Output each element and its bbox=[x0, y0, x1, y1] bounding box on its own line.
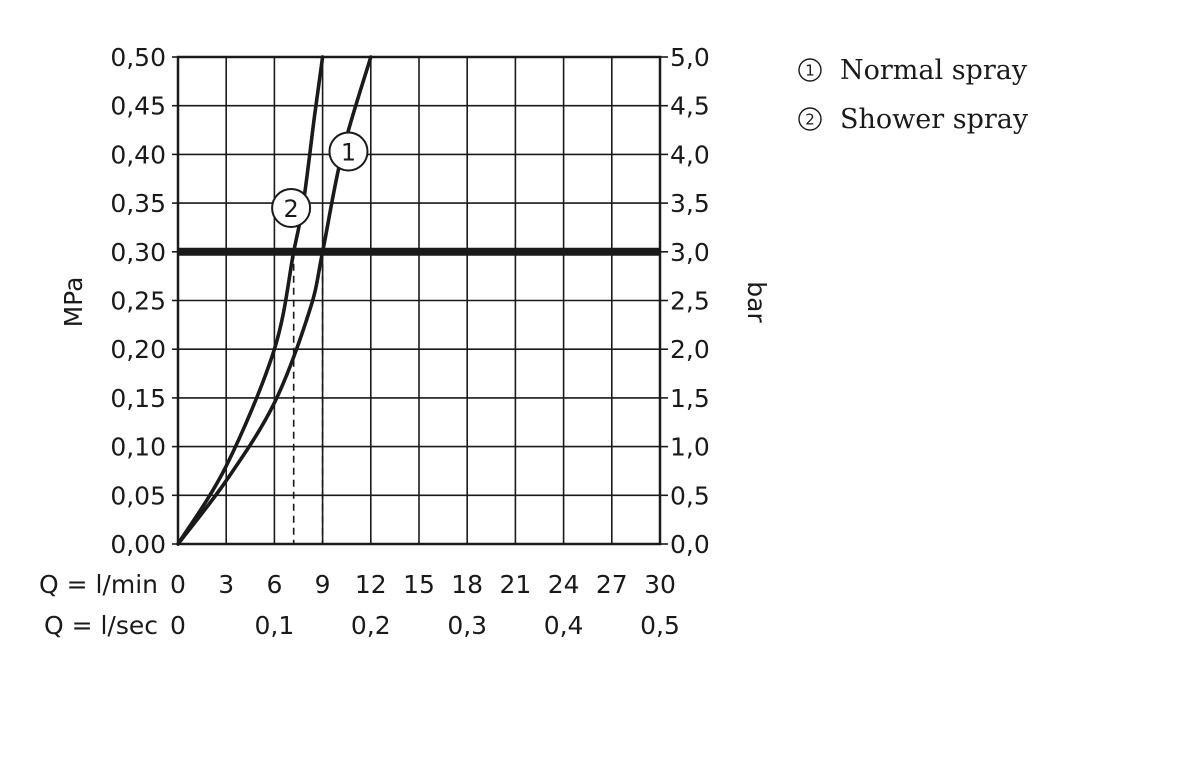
x-tick-label-row-2: 0,3 bbox=[447, 611, 487, 640]
x-tick-label-row-1: 18 bbox=[451, 570, 483, 599]
x-axis-label-row-2: Q = l/sec bbox=[44, 611, 158, 640]
y-tick-label-right: 5,0 bbox=[670, 43, 710, 72]
curve-marker-circle bbox=[271, 187, 312, 228]
curve-marker-1: 1 bbox=[328, 131, 369, 172]
curve-marker-2: 2 bbox=[271, 187, 312, 228]
x-tick-label-row-1: 24 bbox=[548, 570, 580, 599]
x-tick-label-row-2: 0,1 bbox=[255, 611, 295, 640]
curve-series-2 bbox=[176, 55, 325, 546]
curve-marker-circle bbox=[328, 131, 369, 172]
y-tick-label-left: 0,40 bbox=[110, 140, 166, 169]
x-tick-label-row-1: 9 bbox=[315, 570, 331, 599]
legend-item: 1 Normal spray bbox=[798, 55, 1028, 86]
y-tick-label-left: 0,45 bbox=[110, 92, 166, 121]
y-tick-label-right: 4,0 bbox=[670, 140, 710, 169]
y-tick-label-left: 0,10 bbox=[110, 433, 166, 462]
y-tick-label-right: 2,5 bbox=[670, 287, 710, 316]
grid bbox=[177, 56, 661, 545]
legend-number-circle bbox=[798, 107, 822, 131]
y-tick-label-left: 0,00 bbox=[110, 530, 166, 559]
y-axis-left-label: MPa bbox=[59, 277, 88, 328]
y-tick-label-left: 0,05 bbox=[110, 481, 166, 510]
y-tick-label-left: 0,20 bbox=[110, 335, 166, 364]
x-tick-label-row-1: 6 bbox=[266, 570, 282, 599]
legend-number-circle bbox=[798, 58, 822, 82]
y-tick-label-right: 1,5 bbox=[670, 384, 710, 413]
x-tick-label-row-2: 0 bbox=[170, 611, 186, 640]
legend-label: Normal spray bbox=[840, 55, 1028, 86]
curve-marker-number: 2 bbox=[283, 195, 298, 223]
y-tick-label-right: 2,0 bbox=[670, 335, 710, 364]
legend: 1 Normal spray 2 Shower spray bbox=[798, 55, 1029, 135]
legend-label: Shower spray bbox=[840, 104, 1029, 135]
y-tick-label-right: 0,5 bbox=[670, 481, 710, 510]
curve-marker-number: 1 bbox=[341, 138, 356, 166]
y-tick-label-right: 3,5 bbox=[670, 189, 710, 218]
y-tick-label-left: 0,25 bbox=[110, 287, 166, 316]
x-tick-label-row-1: 30 bbox=[644, 570, 676, 599]
y-tick-label-left: 0,30 bbox=[110, 238, 166, 267]
x-axis-label-row-1: Q = l/min bbox=[39, 570, 158, 599]
y-axis-left-ticks: 0,00 0,05 0,10 0,15 0,20 0,25 0,30 0,35 0,40 0,45… bbox=[110, 43, 178, 559]
legend-item: 2 Shower spray bbox=[798, 104, 1029, 135]
legend-number: 1 bbox=[805, 62, 815, 80]
x-axis-rows: Q = l/min 0 3 6 9 12 15 18 21 24 27 30 Q = l/sec 0 0,1… bbox=[39, 570, 680, 640]
y-tick-label-right: 3,0 bbox=[670, 238, 710, 267]
y-axis-right-label: bar bbox=[742, 281, 771, 323]
x-tick-label-row-1: 15 bbox=[403, 570, 435, 599]
x-tick-label-row-1: 12 bbox=[355, 570, 387, 599]
x-tick-label-row-2: 0,2 bbox=[351, 611, 391, 640]
y-tick-label-left: 0,35 bbox=[110, 189, 166, 218]
x-tick-label-row-1: 27 bbox=[596, 570, 628, 599]
y-tick-label-left: 0,50 bbox=[110, 43, 166, 72]
y-tick-label-right: 4,5 bbox=[670, 92, 710, 121]
x-tick-label-row-2: 0,5 bbox=[640, 611, 680, 640]
drop-lines bbox=[292, 251, 324, 544]
y-tick-label-left: 0,15 bbox=[110, 384, 166, 413]
legend-number: 2 bbox=[805, 111, 815, 129]
y-axis-right-ticks: 0,0 0,5 1,0 1,5 2,0 2,5 3,0 3,5 4,0 4,5 5,0 bbox=[660, 43, 710, 559]
y-tick-label-right: 1,0 bbox=[670, 433, 710, 462]
x-tick-label-row-1: 21 bbox=[499, 570, 531, 599]
y-tick-label-right: 0,0 bbox=[670, 530, 710, 559]
x-tick-label-row-2: 0,4 bbox=[544, 611, 584, 640]
curve-markers: 12 bbox=[271, 131, 369, 228]
x-tick-label-row-1: 0 bbox=[170, 570, 186, 599]
x-tick-label-row-1: 3 bbox=[218, 570, 234, 599]
